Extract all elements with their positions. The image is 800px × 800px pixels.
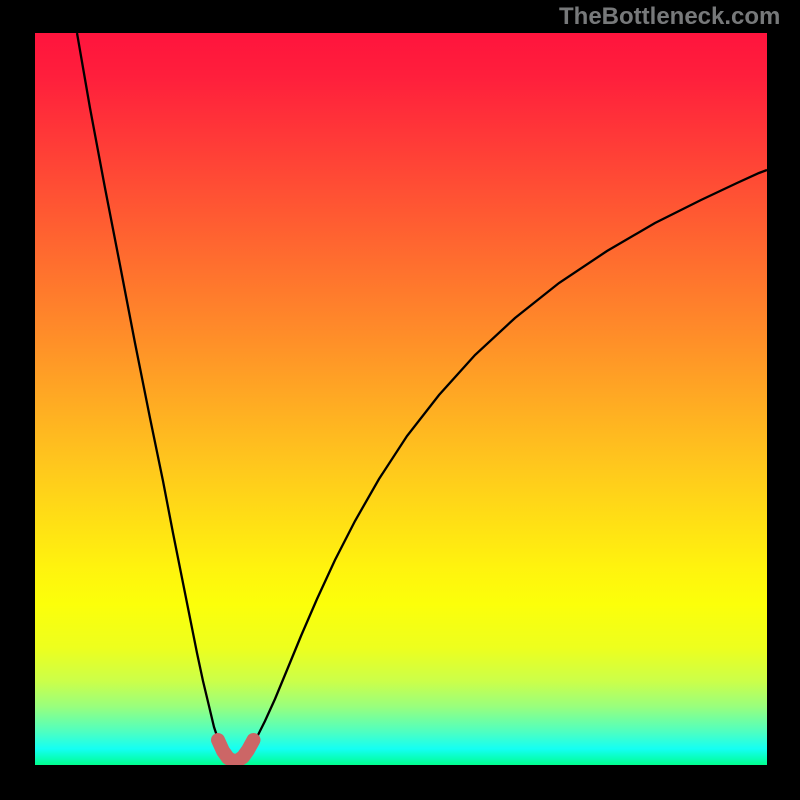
chart-frame [35, 33, 767, 765]
plot-background [35, 33, 767, 765]
watermark-text: TheBottleneck.com [559, 3, 780, 31]
plot-svg [35, 33, 767, 765]
